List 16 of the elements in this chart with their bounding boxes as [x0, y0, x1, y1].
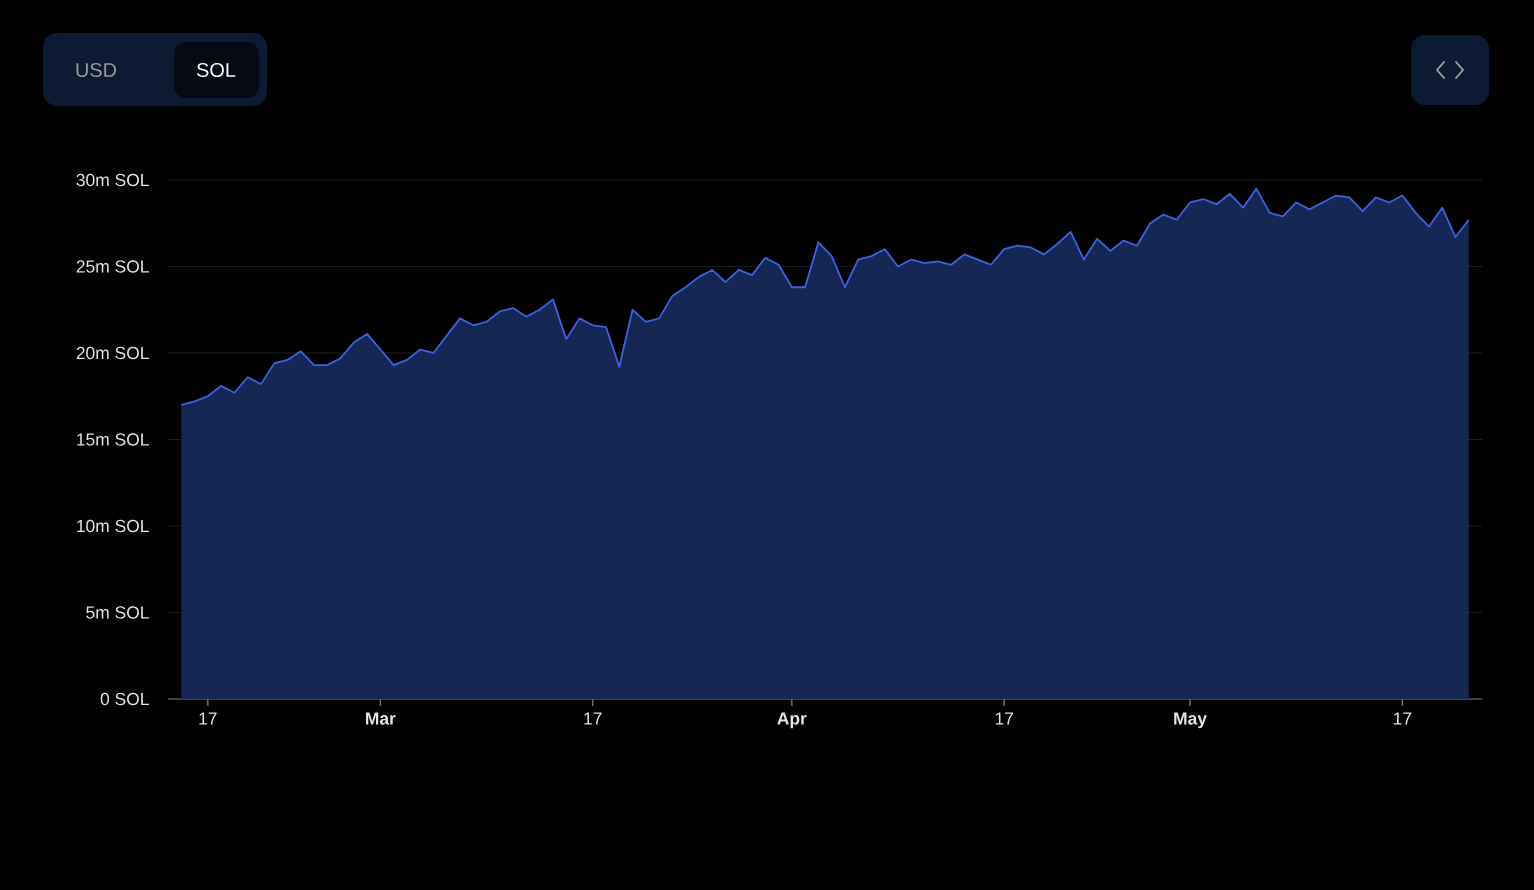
x-tick-label: Mar [366, 712, 396, 725]
y-tick-label: 5m SOL [86, 606, 149, 619]
text: USD [76, 62, 117, 78]
y-tick-label: 0 SOL [100, 692, 149, 706]
x-tick-label: Apr [777, 712, 807, 729]
y-tick-label: 20m SOL [76, 346, 149, 360]
y-tick-label: 25m SOL [76, 260, 149, 273]
x-tick-label: 17 [995, 712, 1014, 725]
x-tick-label: 17 [199, 712, 217, 725]
text: SOL [196, 62, 236, 78]
y-tick-label: 15m SOL [77, 433, 149, 446]
x-tick-label: 17 [1394, 712, 1412, 725]
x-tick-label: 17 [584, 712, 602, 725]
y-tick-label: 10m SOL [77, 519, 149, 533]
y-tick-label: 30m SOL [76, 173, 149, 187]
x-tick-label: May [1174, 712, 1207, 729]
